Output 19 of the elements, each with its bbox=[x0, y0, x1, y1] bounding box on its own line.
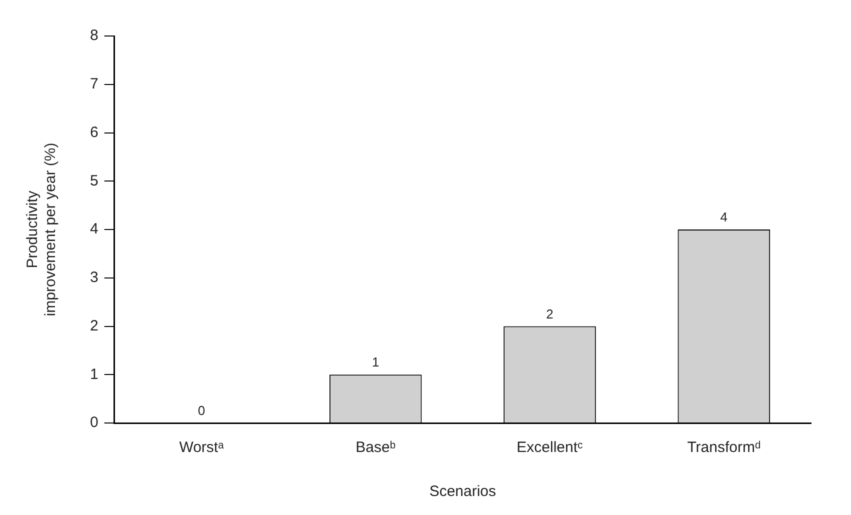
y-tick-label: 8 bbox=[90, 27, 98, 44]
y-tick-label: 6 bbox=[90, 124, 98, 141]
x-tick-label: Worstᵃ bbox=[179, 439, 224, 456]
data-label: 1 bbox=[372, 354, 380, 370]
y-tick-label: 3 bbox=[90, 269, 98, 286]
y-tick-label: 5 bbox=[90, 172, 98, 190]
x-tick-label: Transformᵈ bbox=[687, 439, 761, 456]
y-tick-label: 2 bbox=[90, 317, 98, 334]
y-tick-label: 7 bbox=[90, 76, 98, 93]
y-tick-label: 1 bbox=[90, 366, 98, 383]
x-tick-label: Excellentᶜ bbox=[516, 439, 583, 456]
data-label: 2 bbox=[546, 306, 554, 322]
y-axis-title: Productivity improvement per year (%) bbox=[24, 142, 60, 316]
y-tick-label: 4 bbox=[90, 220, 98, 238]
y-tick-label: 0 bbox=[90, 414, 98, 432]
x-tick-label: Baseᵇ bbox=[356, 439, 396, 456]
data-label: 4 bbox=[720, 210, 728, 225]
x-axis-title: Scenarios bbox=[429, 483, 496, 500]
data-label: 0 bbox=[198, 403, 206, 418]
